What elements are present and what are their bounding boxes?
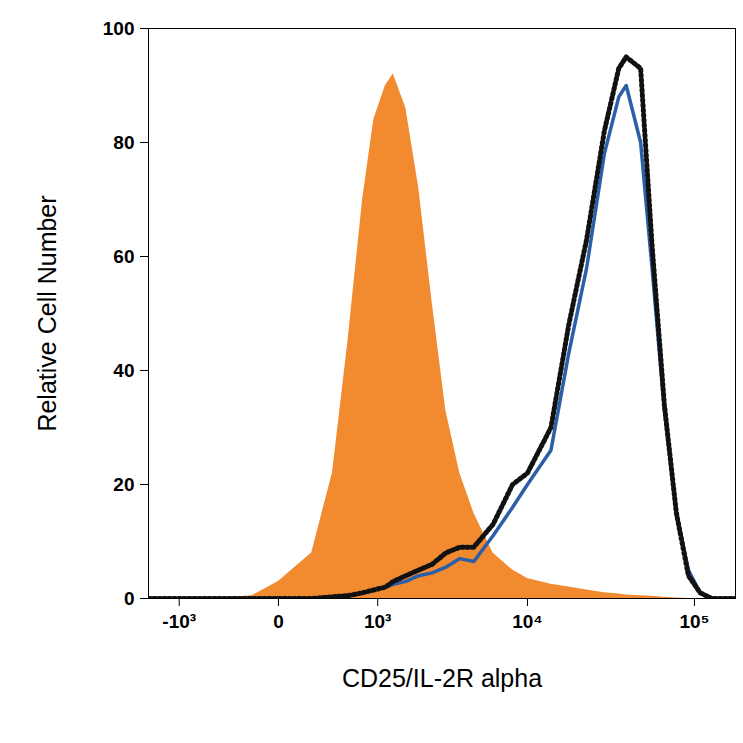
svg-text:10³: 10³ bbox=[364, 611, 391, 632]
svg-text:CD25/IL-2R alpha: CD25/IL-2R alpha bbox=[342, 664, 542, 692]
svg-text:Relative Cell Number: Relative Cell Number bbox=[33, 195, 61, 431]
svg-text:100: 100 bbox=[103, 18, 135, 39]
svg-text:10⁴: 10⁴ bbox=[512, 611, 543, 632]
svg-text:40: 40 bbox=[113, 360, 134, 381]
svg-text:60: 60 bbox=[113, 246, 134, 267]
svg-text:0: 0 bbox=[124, 588, 135, 609]
svg-text:20: 20 bbox=[113, 474, 134, 495]
svg-text:-10³: -10³ bbox=[162, 611, 196, 632]
svg-text:0: 0 bbox=[273, 611, 284, 632]
svg-text:80: 80 bbox=[113, 132, 134, 153]
svg-text:10⁵: 10⁵ bbox=[679, 611, 709, 632]
